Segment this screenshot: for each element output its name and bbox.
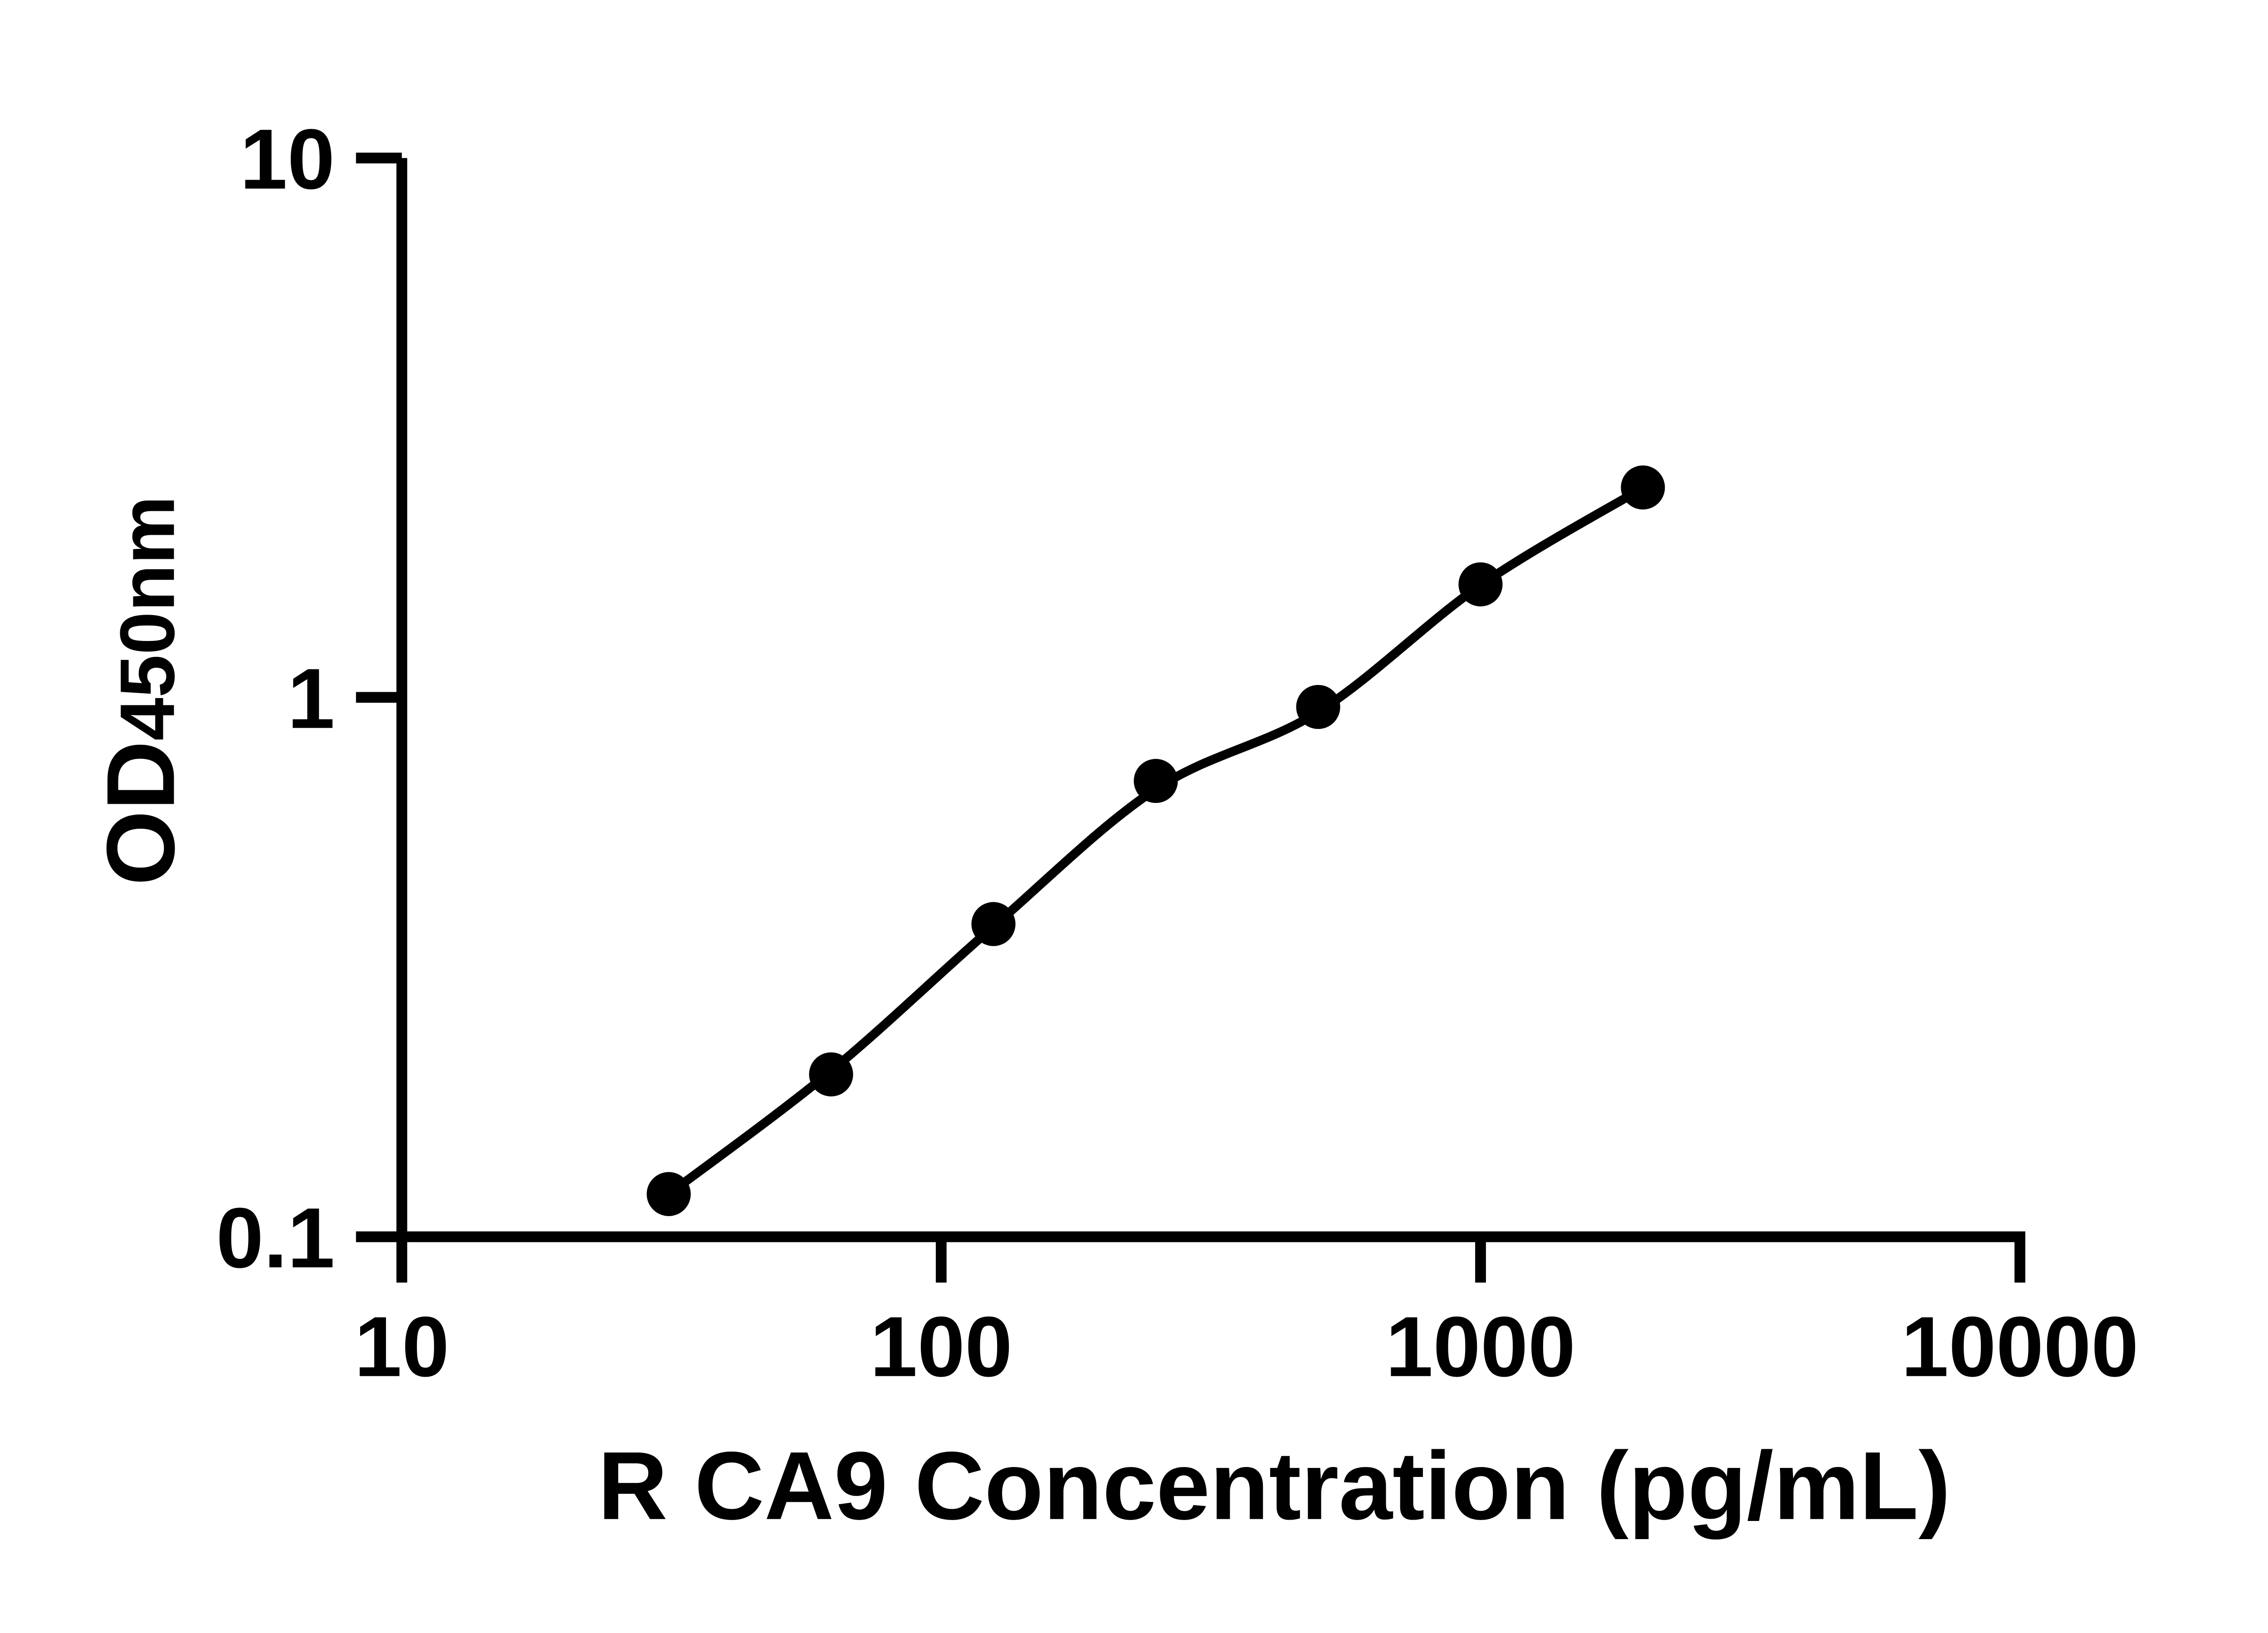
x-tick-label: 1000 (1386, 1299, 1576, 1394)
y-axis-title-subscript: 450nm (104, 496, 191, 741)
x-axis-title: R CA9 Concentration (pg/mL) (598, 1432, 1950, 1540)
axis-titles: R CA9 Concentration (pg/mL) OD450nm (87, 496, 1950, 1540)
x-tick-label: 100 (870, 1299, 1012, 1394)
y-tick-label: 10 (240, 112, 335, 207)
tick-labels: 0.1 1 10 10 100 1000 10000 (216, 112, 2139, 1394)
axes (356, 152, 2025, 1283)
fit-curve-line (664, 483, 1647, 1199)
y-tick-label: 0.1 (216, 1190, 335, 1286)
y-tick-label: 1 (288, 651, 335, 746)
x-tick-label: 10 (354, 1299, 449, 1394)
y-axis-title: OD450nm (87, 496, 195, 886)
plot-series (646, 465, 1665, 1216)
x-tick-label: 10000 (1901, 1299, 2138, 1394)
y-axis-title-main: OD (87, 741, 195, 886)
